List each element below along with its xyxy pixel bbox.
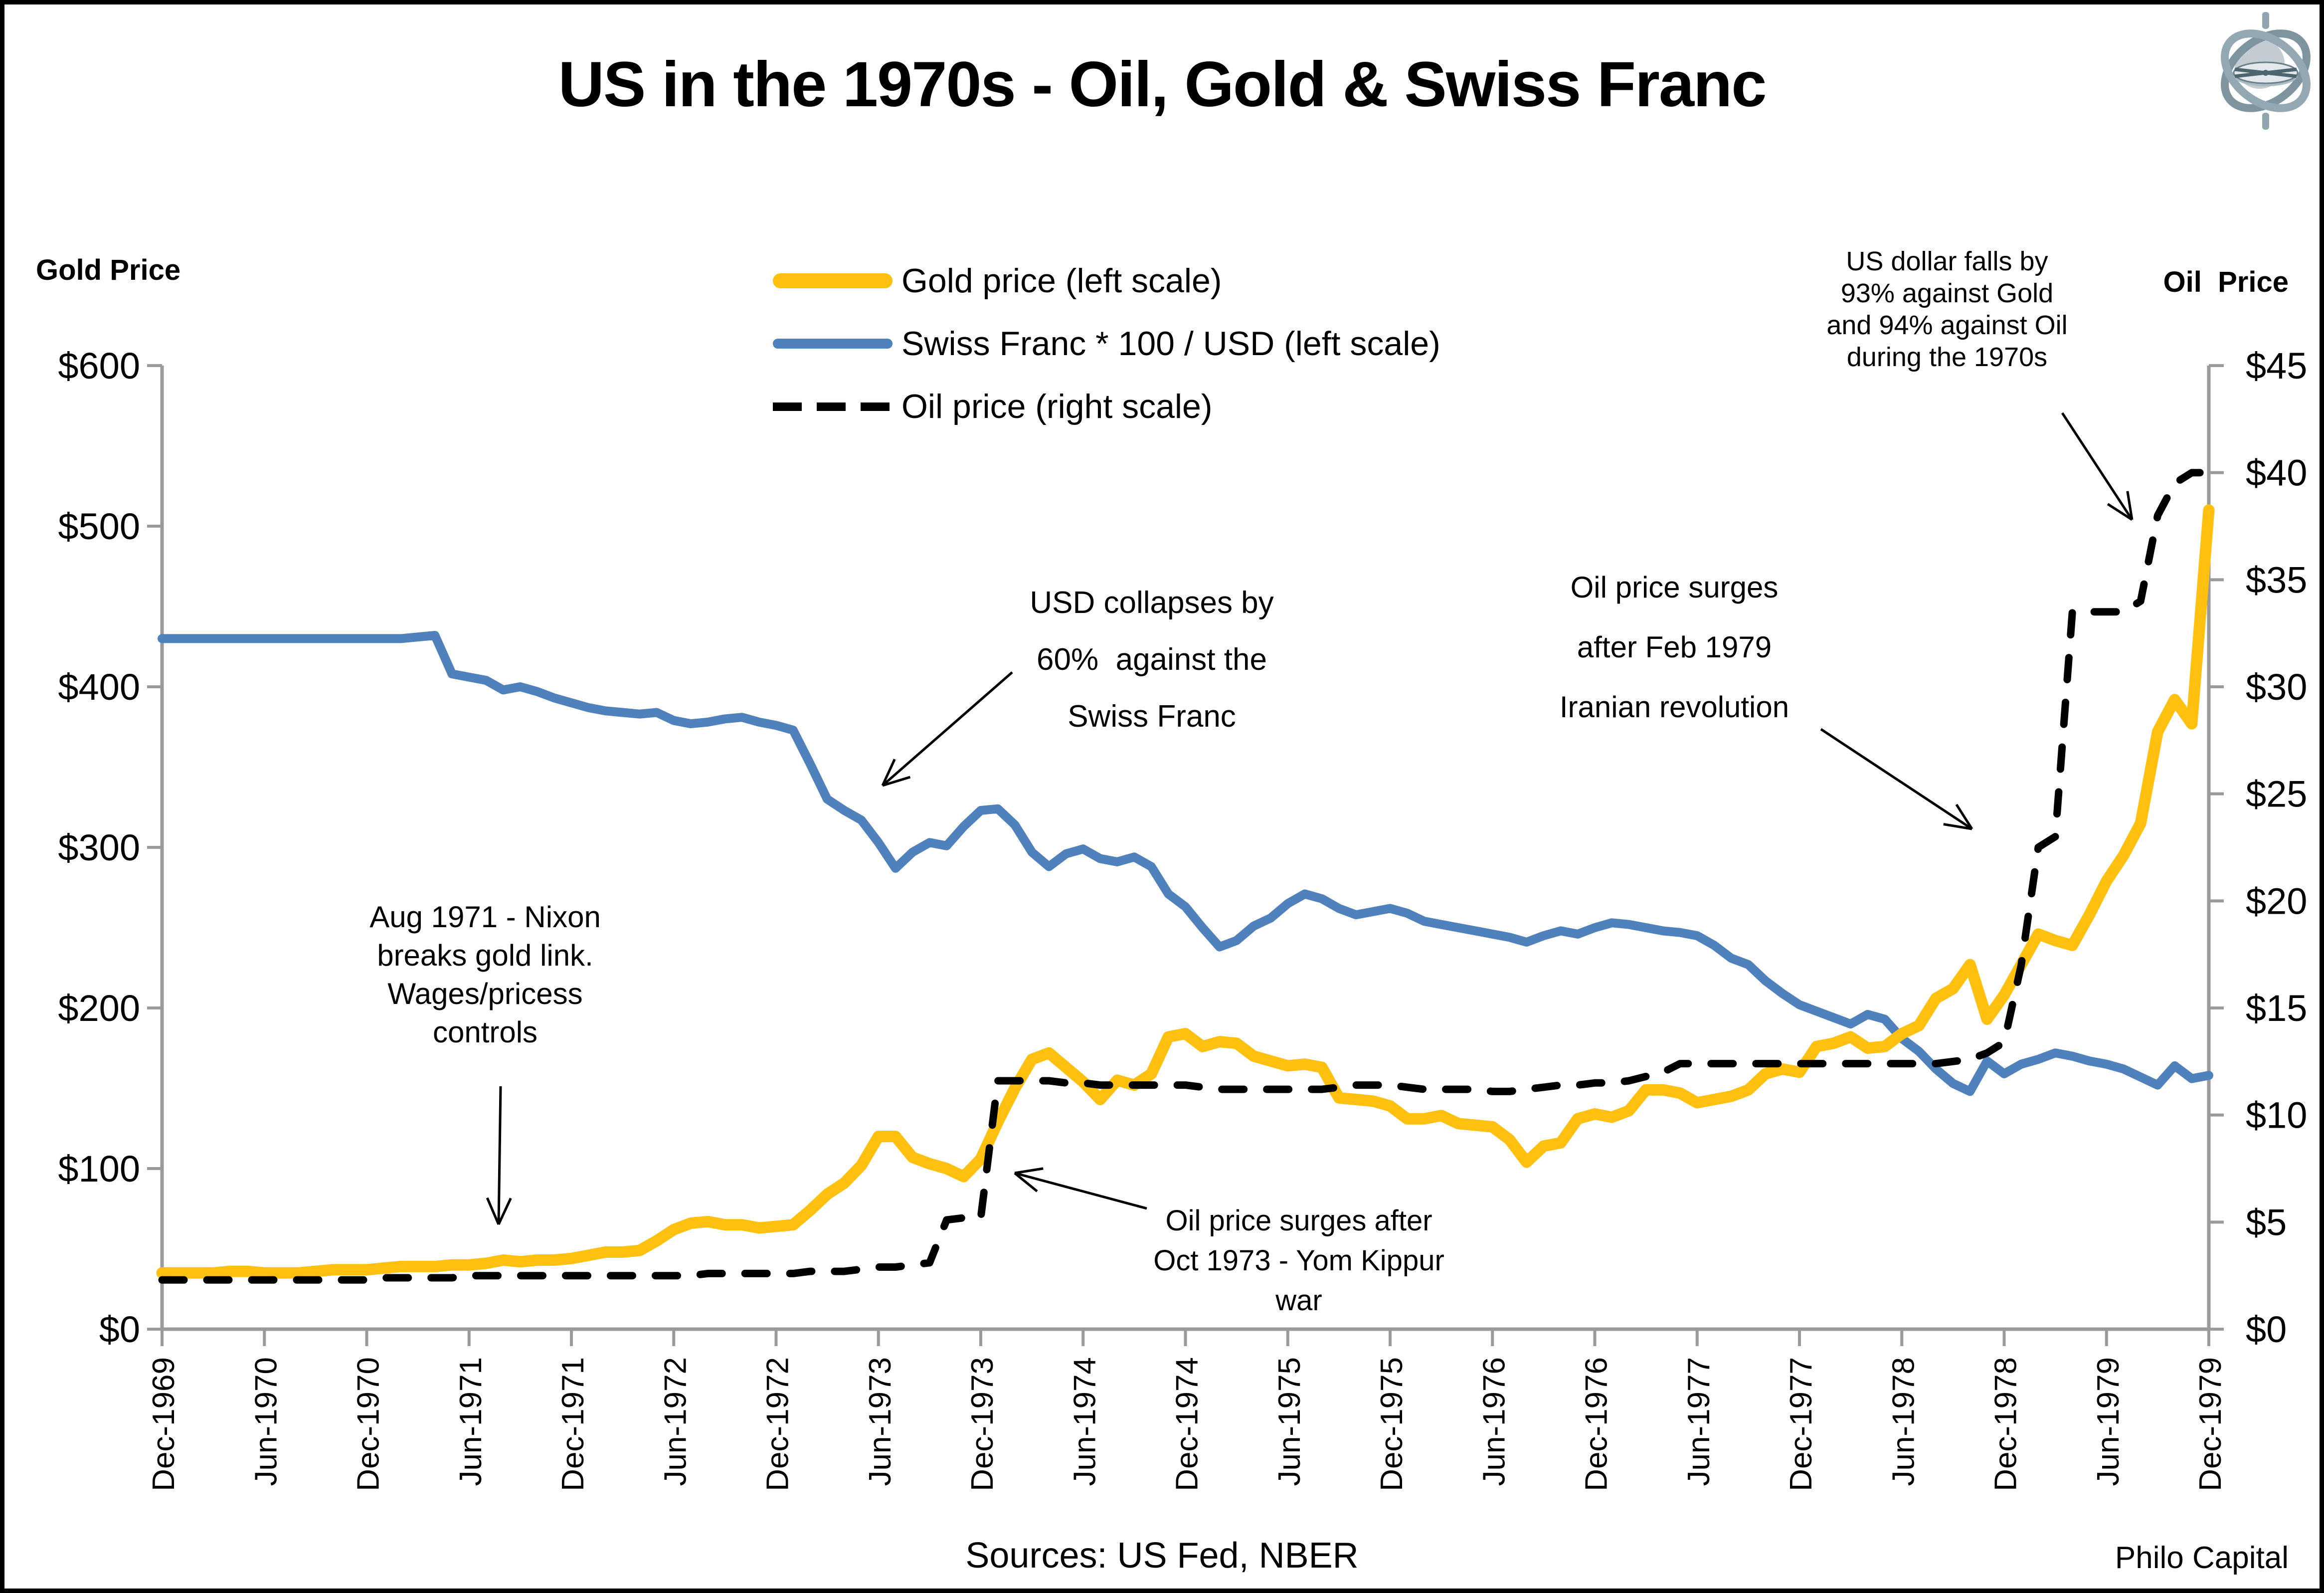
- x-axis-tick-label: Dec-1972: [761, 1357, 795, 1491]
- right-axis-tick-label: $30: [2246, 666, 2307, 708]
- annotation-arrowhead-yom-kippur: [1014, 1172, 1038, 1193]
- x-axis-tick-label: Dec-1970: [352, 1357, 386, 1491]
- legend-label-oil: Oil price (right scale): [901, 388, 1213, 425]
- left-axis-tick-label: $400: [58, 666, 140, 708]
- x-axis-tick-label: Dec-1976: [1580, 1357, 1614, 1491]
- left-axis-title: Gold Price: [36, 254, 181, 286]
- right-axis-tick-label: $45: [2246, 345, 2307, 387]
- x-axis-tick-label: Jun-1974: [1068, 1357, 1102, 1486]
- x-axis-tick-label: Dec-1974: [1170, 1357, 1205, 1491]
- sources-note: Sources: US Fed, NBER: [965, 1536, 1359, 1576]
- right-axis-tick-label: $40: [2246, 452, 2307, 494]
- annotation-arrow-yom-kippur: [1014, 1172, 1147, 1210]
- annotation-arrow-usd-collapse: [882, 671, 1013, 787]
- legend-item-gold: Gold price (left scale): [773, 249, 1440, 312]
- brand-name: Philo Capital: [2115, 1541, 2289, 1575]
- left-axis-tick-label: $500: [58, 506, 140, 547]
- series-oil-price: [158, 469, 2213, 1284]
- x-axis-tick-label: Dec-1975: [1375, 1357, 1409, 1491]
- x-axis-tick-label: Dec-1973: [965, 1357, 1000, 1491]
- x-axis-tick-label: Jun-1978: [1886, 1357, 1921, 1486]
- x-axis-tick-label: Jun-1977: [1682, 1357, 1716, 1486]
- annotation-arrow-dollar-falls: [2061, 412, 2134, 521]
- annotation-arrowhead-nixon: [497, 1197, 512, 1225]
- annotation-yom-kippur: Oil price surges after Oct 1973 - Yom Ki…: [1153, 1204, 1444, 1317]
- blue-line-swatch-icon: [773, 339, 893, 349]
- annotation-usd-collapses: USD collapses by 60% against the Swiss F…: [1030, 586, 1274, 734]
- x-axis-tick-label: Jun-1972: [658, 1357, 693, 1486]
- annotation-arrow-iranian-revolution: [1820, 728, 1973, 830]
- annotation-iranian-revolution: Oil price surges after Feb 1979 Iranian …: [1559, 571, 1789, 724]
- legend-item-oil: Oil price (right scale): [773, 375, 1440, 438]
- x-axis-tick-label: Jun-1973: [863, 1357, 897, 1486]
- right-axis-tick-label: $35: [2246, 559, 2307, 600]
- annotation-arrowhead-iranian-revolution: [1943, 823, 1972, 830]
- x-axis-tick-label: Dec-1971: [556, 1357, 590, 1491]
- series-swiss-franc-100-usd: [158, 631, 2213, 1096]
- x-axis-tick-label: Jun-1970: [249, 1357, 283, 1486]
- right-axis-tick-label: $10: [2246, 1095, 2307, 1136]
- legend-item-swiss-franc: Swiss Franc * 100 / USD (left scale): [773, 312, 1440, 375]
- right-axis-tick-label: $5: [2246, 1201, 2287, 1243]
- legend-label-gold: Gold price (left scale): [901, 262, 1222, 300]
- annotation-arrowhead-yom-kippur: [1014, 1167, 1044, 1175]
- x-axis-tick-label: Dec-1979: [2193, 1357, 2228, 1491]
- annotation-nixon-gold-link: Aug 1971 - Nixon breaks gold link. Wages…: [369, 900, 601, 1049]
- annotation-arrow-nixon: [497, 1086, 502, 1225]
- right-axis-tick-label: $15: [2246, 988, 2307, 1029]
- annotation-arrowhead-usd-collapse: [882, 776, 911, 787]
- legend: Gold price (left scale) Swiss Franc * 10…: [773, 249, 1440, 438]
- gold-line-swatch-icon: [773, 273, 893, 288]
- left-axis-tick-label: $300: [58, 827, 140, 868]
- x-axis-tick-label: Jun-1971: [454, 1357, 488, 1486]
- left-axis-tick-label: $200: [58, 988, 140, 1029]
- x-axis-tick-label: Jun-1976: [1477, 1357, 1511, 1486]
- right-axis-title: Oil Price: [2163, 266, 2289, 298]
- annotation-arrowhead-usd-collapse: [881, 759, 896, 787]
- x-axis-tick-label: Jun-1975: [1272, 1357, 1307, 1486]
- dashed-line-swatch-icon: [773, 402, 893, 411]
- annotation-arrowhead-iranian-revolution: [1955, 803, 1973, 830]
- left-axis-tick-label: $600: [58, 345, 140, 387]
- left-axis-tick-label: $0: [99, 1309, 140, 1350]
- annotation-arrowhead-dollar-falls: [2126, 491, 2134, 520]
- annotation-arrowhead-dollar-falls: [2107, 503, 2133, 521]
- right-axis-tick-label: $25: [2246, 774, 2307, 815]
- right-axis-tick-label: $20: [2246, 880, 2307, 922]
- gyroscope-logo-icon: [2221, 12, 2311, 130]
- annotation-dollar-falls: US dollar falls by 93% against Gold and …: [1826, 246, 2068, 372]
- page-title: US in the 1970s - Oil, Gold & Swiss Fran…: [558, 49, 1767, 120]
- left-axis-tick-label: $100: [58, 1148, 140, 1190]
- annotation-arrowhead-nixon: [486, 1197, 500, 1225]
- series-gold-price: [156, 504, 2215, 1279]
- x-axis-tick-label: Jun-1979: [2091, 1357, 2126, 1486]
- x-axis-tick-label: Dec-1969: [147, 1357, 181, 1491]
- x-axis-tick-label: Dec-1977: [1784, 1357, 1818, 1491]
- x-axis-tick-label: Dec-1978: [1989, 1357, 2023, 1491]
- legend-label-swiss-franc: Swiss Franc * 100 / USD (left scale): [901, 325, 1440, 363]
- right-axis-tick-label: $0: [2246, 1309, 2287, 1350]
